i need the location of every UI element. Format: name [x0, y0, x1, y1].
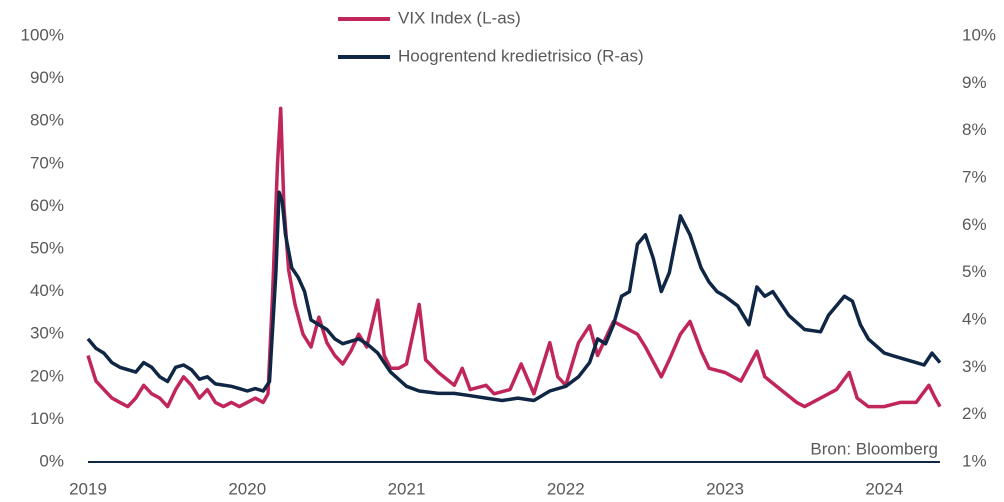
y2-tick-label: 2%	[962, 404, 987, 423]
y2-tick-label: 10%	[962, 25, 996, 44]
y-tick-label: 10%	[30, 409, 64, 428]
x-tick-label: 2021	[388, 479, 426, 498]
y-tick-label: 40%	[30, 281, 64, 300]
y2-tick-label: 1%	[962, 451, 987, 470]
y-tick-label: 80%	[30, 111, 64, 130]
y2-tick-label: 4%	[962, 309, 987, 328]
y2-tick-label: 9%	[962, 73, 987, 92]
y-tick-label: 0%	[39, 451, 64, 470]
x-tick-label: 2019	[69, 479, 107, 498]
y2-tick-label: 3%	[962, 357, 987, 376]
x-tick-label: 2020	[228, 479, 266, 498]
y2-tick-label: 8%	[962, 120, 987, 139]
x-tick-label: 2024	[865, 479, 903, 498]
source-note: Bron: Bloomberg	[810, 439, 938, 458]
y-tick-label: 20%	[30, 366, 64, 385]
x-tick-label: 2022	[547, 479, 585, 498]
y-tick-label: 70%	[30, 153, 64, 172]
y-tick-label: 60%	[30, 196, 64, 215]
series-line	[86, 106, 942, 409]
y-tick-label: 30%	[30, 324, 64, 343]
x-tick-label: 2023	[706, 479, 744, 498]
y2-tick-label: 7%	[962, 167, 987, 186]
y-tick-label: 50%	[30, 238, 64, 257]
series-line	[86, 190, 942, 403]
y-tick-label: 90%	[30, 68, 64, 87]
legend-label: Hoogrentend kredietrisico (R-as)	[398, 46, 644, 65]
y2-tick-label: 5%	[962, 262, 987, 281]
y-tick-label: 100%	[21, 25, 64, 44]
y2-tick-label: 6%	[962, 215, 987, 234]
legend-label: VIX Index (L-as)	[398, 8, 521, 27]
